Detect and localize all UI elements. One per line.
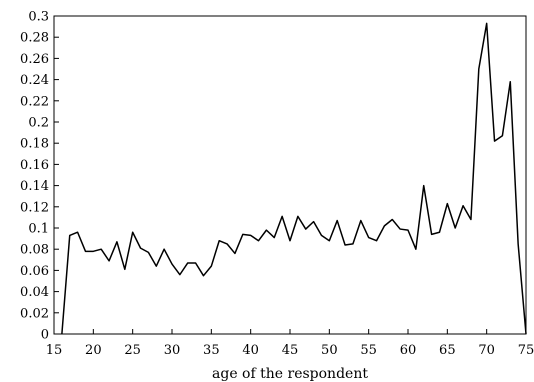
y-tick-label: 0.12	[20, 200, 49, 215]
plot-frame	[53, 15, 527, 335]
x-tick-label: 30	[164, 343, 181, 358]
x-tick-label: 40	[242, 343, 259, 358]
y-tick-label: 0.14	[20, 179, 49, 194]
x-tick-label: 15	[46, 343, 63, 358]
y-axis: 0 0.02 0.04 0.06 0.08 0.1 0.12 0.14 0.16 0.18 0.2 0…	[20, 10, 59, 343]
x-tick-label: 70	[478, 343, 495, 358]
y-tick-label: 0.28	[20, 31, 49, 46]
x-tick-label: 25	[124, 343, 141, 358]
y-tick-label: 0.2	[28, 116, 49, 131]
y-tick-label: 0.04	[20, 285, 49, 300]
y-tick-label: 0.06	[20, 264, 49, 279]
x-tick-label: 65	[439, 343, 456, 358]
y-tick-label: 0.1	[28, 222, 49, 237]
x-tick-label: 75	[518, 343, 534, 358]
x-tick-label: 60	[400, 343, 417, 358]
series-line	[61, 22, 527, 335]
x-tick-label: 20	[85, 343, 102, 358]
x-tick-label: 35	[203, 343, 220, 358]
y-tick-label: 0.02	[20, 306, 49, 321]
x-tick-label: 45	[282, 343, 299, 358]
y-tick-label: 0.22	[20, 94, 49, 109]
x-tick-label: 55	[360, 343, 377, 358]
y-tick-label: 0.24	[20, 73, 49, 88]
y-tick-label: 0.26	[20, 52, 49, 67]
x-axis-title: age of the respondent	[212, 366, 368, 382]
y-tick-label: 0.3	[28, 10, 49, 25]
x-axis: 15 20 25 30 35 40 45 50 55 60 65 70 75	[46, 329, 534, 358]
x-tick-label: 50	[321, 343, 338, 358]
series-layer	[61, 22, 527, 335]
y-tick-label: 0.18	[20, 137, 49, 152]
y-tick-label: 0.08	[20, 243, 49, 258]
y-tick-label: 0.16	[20, 158, 49, 173]
y-tick-label: 0	[41, 328, 49, 343]
